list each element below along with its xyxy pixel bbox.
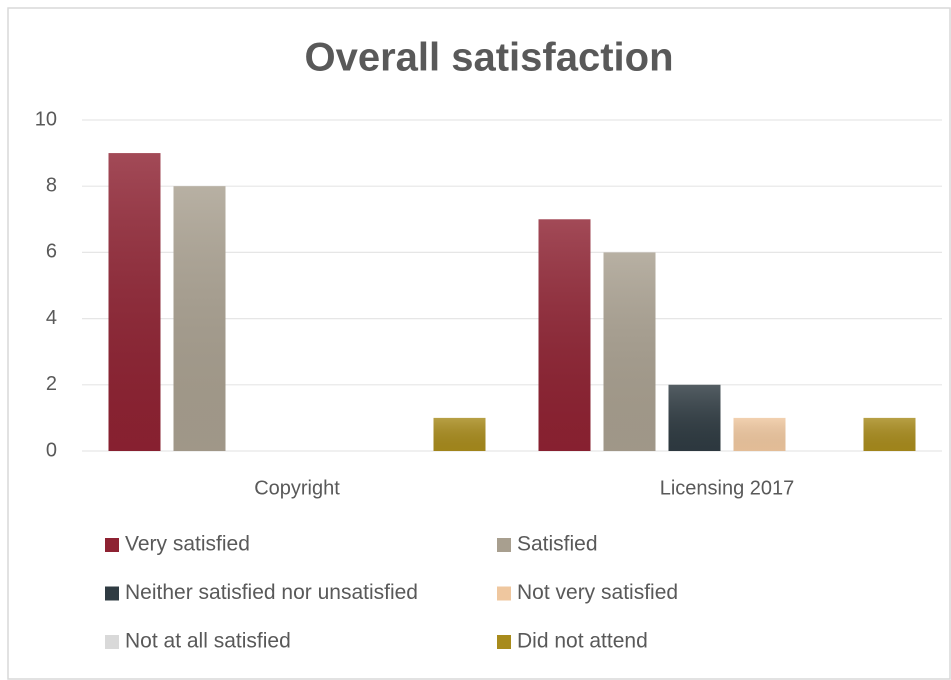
bar-shade — [108, 153, 161, 451]
bar-shade — [863, 417, 916, 451]
legend-label: Did not attend — [517, 630, 648, 653]
chart-title: Overall satisfaction — [304, 36, 673, 80]
legend-swatch — [497, 635, 511, 649]
y-tick-label: 6 — [46, 241, 57, 263]
legend-label: Not at all satisfied — [125, 630, 291, 653]
x-tick-label: Licensing 2017 — [660, 477, 795, 499]
legend-label: Very satisfied — [125, 533, 250, 556]
x-tick-label: Copyright — [254, 477, 340, 499]
y-tick-label: 2 — [46, 373, 57, 395]
legend-swatch — [105, 538, 119, 552]
legend-swatch — [105, 635, 119, 649]
bar-shade — [603, 252, 656, 451]
legend-label: Satisfied — [517, 533, 598, 556]
y-tick-label: 4 — [46, 307, 57, 329]
legend-swatch — [497, 586, 511, 601]
bar-shade — [733, 417, 786, 451]
bar-shade — [173, 186, 226, 451]
bar-shade — [433, 417, 486, 451]
y-tick-label: 8 — [46, 174, 57, 196]
legend-label: Neither satisfied nor unsatisfied — [125, 581, 418, 604]
legend-swatch — [497, 538, 511, 552]
bar-shade — [538, 219, 591, 451]
legend-swatch — [105, 586, 119, 601]
y-tick-label: 10 — [35, 108, 57, 130]
bar-shade — [668, 384, 721, 451]
y-tick-label: 0 — [46, 439, 57, 461]
legend-label: Not very satisfied — [517, 581, 678, 604]
